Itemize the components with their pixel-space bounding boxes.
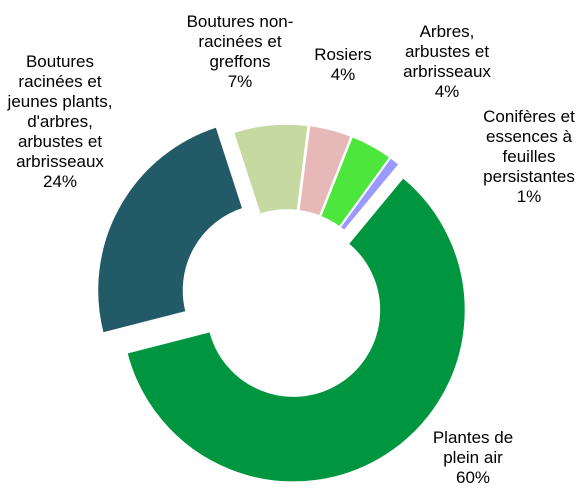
percent-label: 60% — [455, 468, 491, 487]
donut-slice — [96, 125, 244, 335]
category-name: Rosiers — [314, 45, 372, 64]
donut-slice — [125, 176, 467, 483]
category-name: Conifères et essences à feuilles persist… — [483, 107, 575, 186]
percent-label: 4% — [330, 65, 356, 84]
slice-label: Boutures racinées et jeunes plants, d'ar… — [4, 52, 116, 192]
percent-label: 4% — [434, 82, 460, 101]
category-name: Boutures non-racinées et greffons — [186, 12, 294, 71]
donut-slice — [338, 156, 401, 232]
slice-label: Arbres, arbustes et arbrisseaux 4% — [387, 22, 507, 102]
percent-label: 7% — [227, 72, 253, 91]
percent-label: 24% — [42, 172, 78, 191]
percent-label: 1% — [516, 187, 542, 206]
category-name: Boutures racinées et jeunes plants, d'ar… — [7, 52, 113, 171]
slice-label: Conifères et essences à feuilles persist… — [482, 107, 577, 207]
category-name: Arbres, arbustes et arbrisseaux — [403, 22, 491, 81]
donut-slice — [232, 123, 310, 216]
slice-label: Plantes de plein air 60% — [418, 428, 528, 488]
slice-label: Rosiers 4% — [303, 45, 383, 85]
slice-label: Boutures non-racinées et greffons 7% — [170, 12, 310, 92]
category-name: Plantes de plein air — [432, 428, 514, 467]
donut-slice — [297, 124, 353, 218]
